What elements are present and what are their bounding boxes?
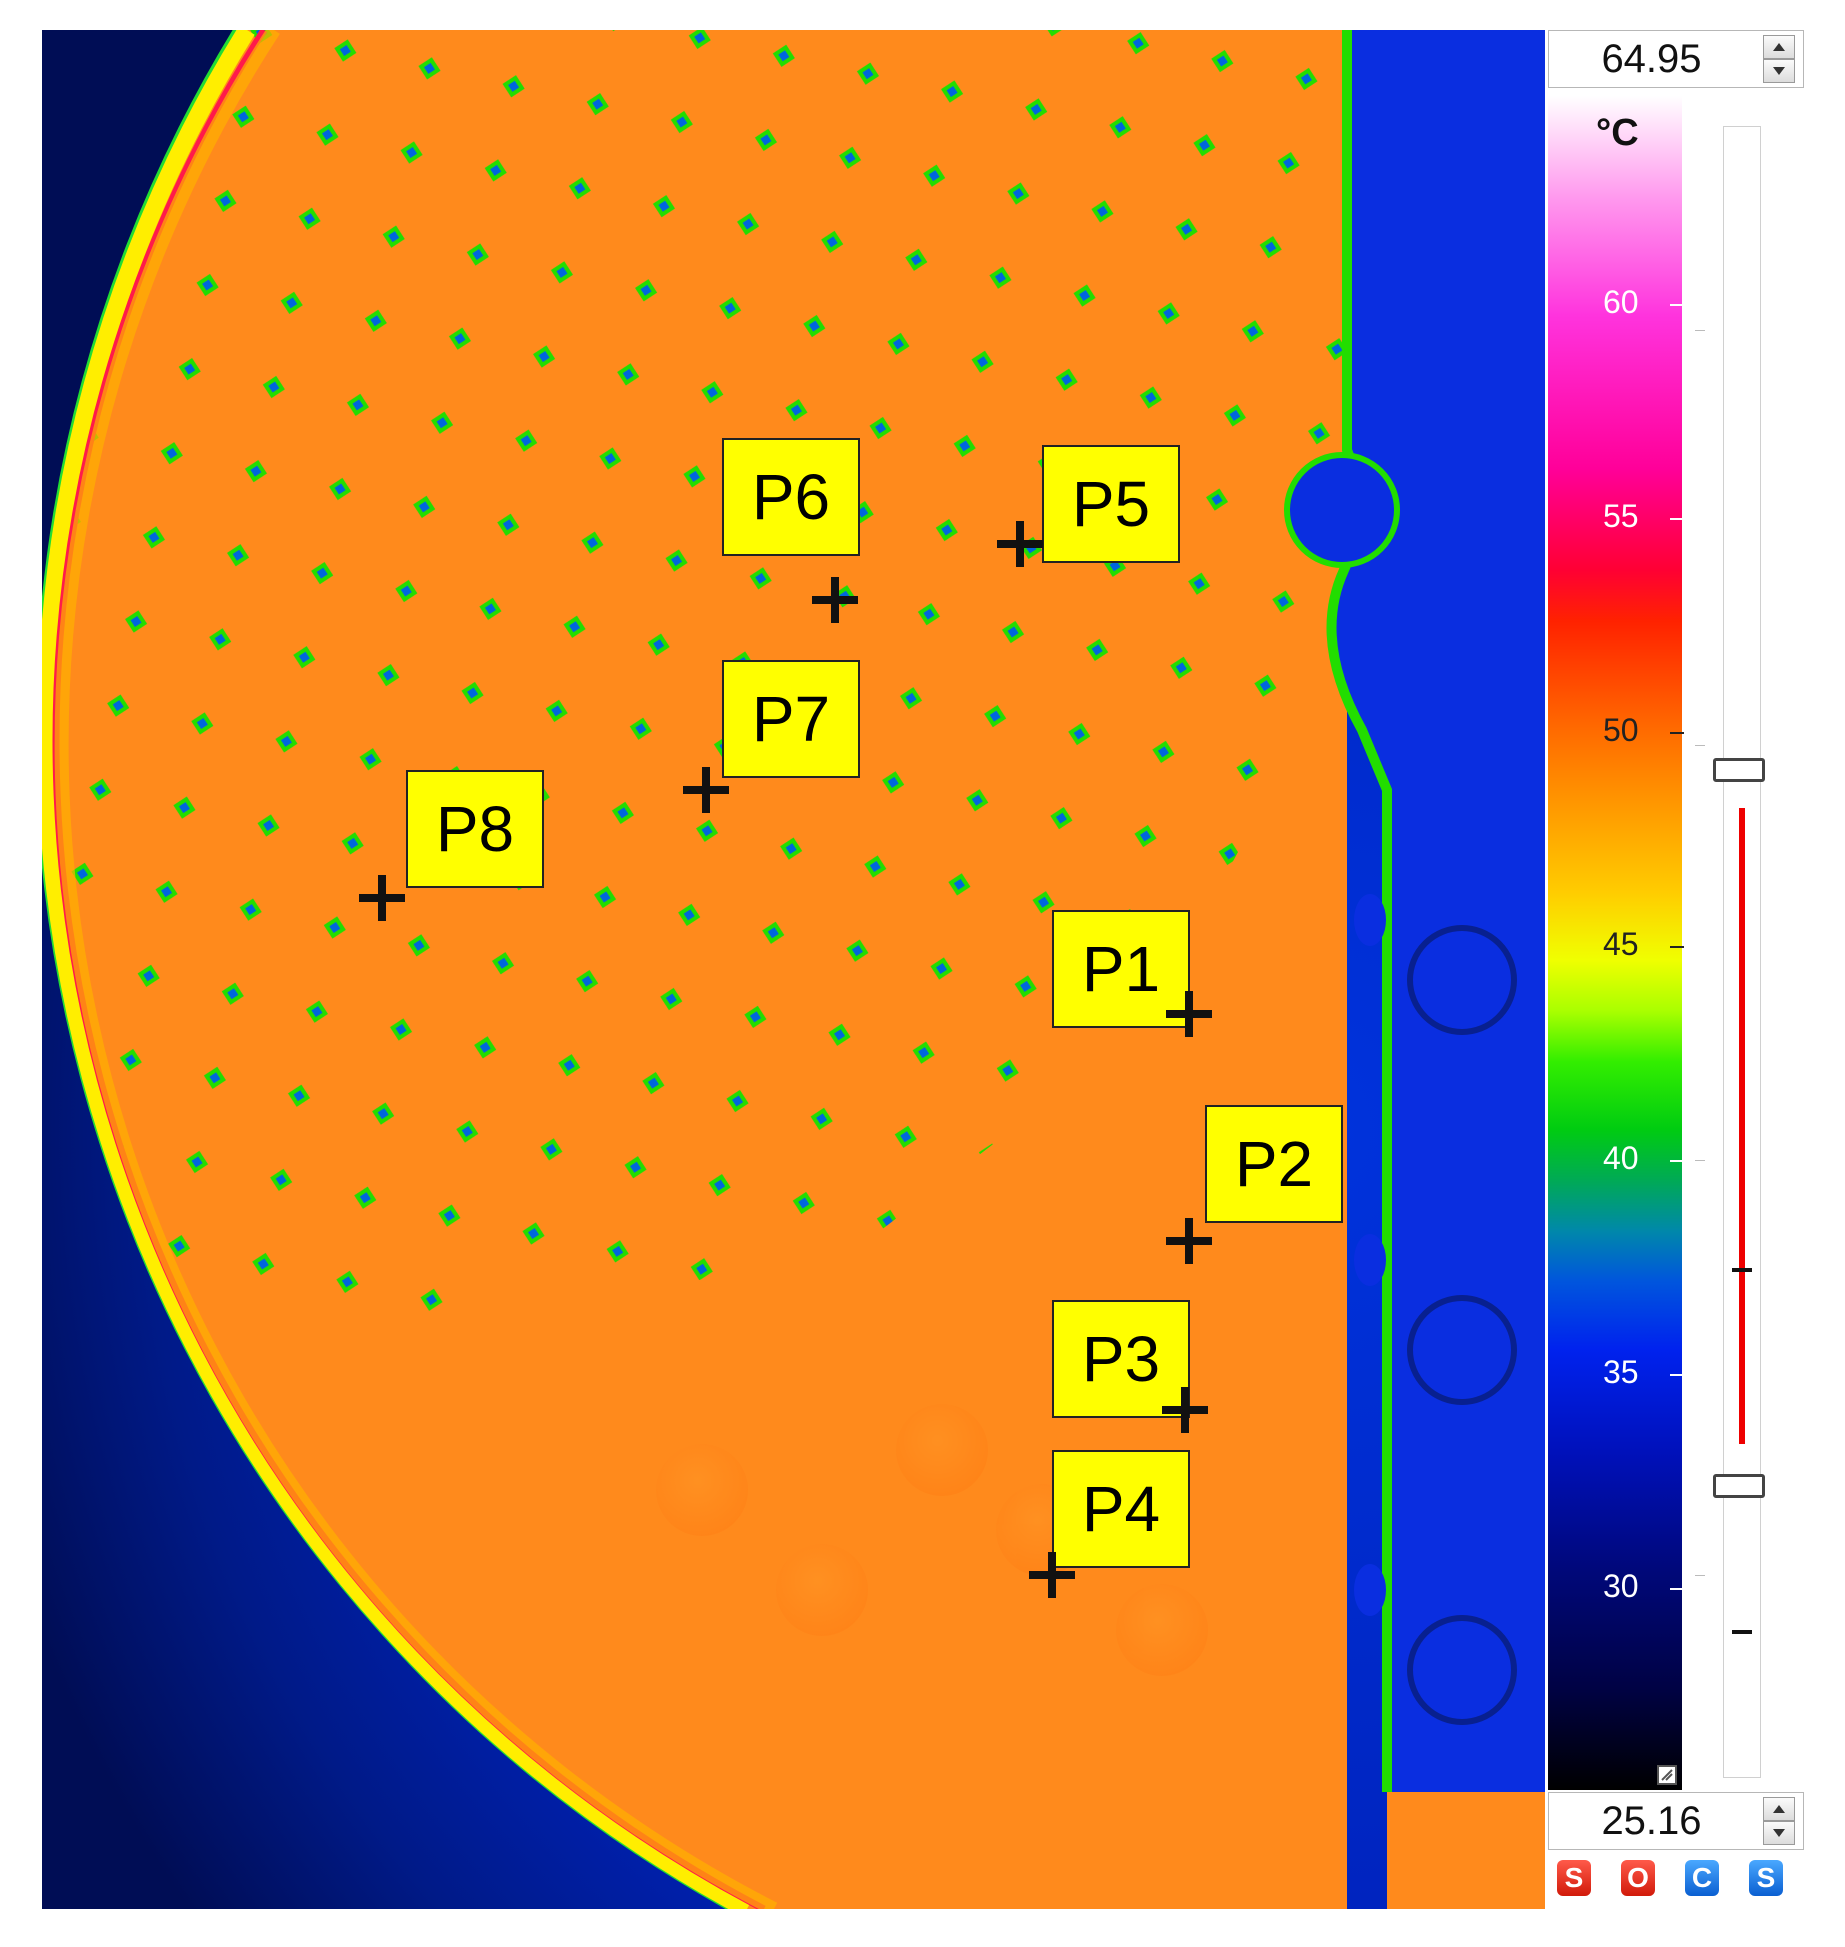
max-increment-button[interactable] — [1763, 35, 1795, 59]
mode-button-c-blue[interactable]: C — [1685, 1860, 1719, 1896]
tick-mark-35 — [1670, 1374, 1684, 1376]
temperature-scale-panel: 64.95 °C 60 55 50 45 40 35 30 — [1545, 30, 1807, 1909]
arrow-down-icon — [1773, 67, 1785, 75]
crosshair-p5-icon[interactable] — [997, 521, 1043, 567]
marker-label-p2[interactable]: P2 — [1205, 1105, 1343, 1223]
marker-label-p6[interactable]: P6 — [722, 438, 860, 556]
upper-range-handle[interactable] — [1713, 758, 1765, 782]
crosshair-p4-icon[interactable] — [1029, 1552, 1075, 1598]
tick-label-55: 55 — [1603, 498, 1639, 534]
mode-button-o-red[interactable]: O — [1621, 1860, 1655, 1896]
marker-label-p5[interactable]: P5 — [1042, 445, 1180, 563]
tick-mark-50 — [1670, 732, 1684, 734]
range-marker — [1732, 1268, 1752, 1272]
marker-label-p1[interactable]: P1 — [1052, 910, 1190, 1028]
min-temperature-value: 25.16 — [1601, 1799, 1702, 1843]
tick-label-35: 35 — [1603, 1354, 1639, 1390]
marker-label-p7[interactable]: P7 — [722, 660, 860, 778]
tick-mark-55 — [1670, 518, 1684, 520]
tick-mark-60 — [1670, 304, 1684, 306]
arrow-down-icon — [1773, 1829, 1785, 1837]
min-decrement-button[interactable] — [1763, 1821, 1795, 1845]
arrow-up-icon — [1773, 1805, 1785, 1813]
marker-label-p3[interactable]: P3 — [1052, 1300, 1190, 1418]
crosshair-p1-icon[interactable] — [1166, 991, 1212, 1037]
tick-mark-40 — [1670, 1160, 1684, 1162]
max-decrement-button[interactable] — [1763, 59, 1795, 83]
max-temperature-field[interactable]: 64.95 — [1548, 30, 1804, 88]
min-temperature-field[interactable]: 25.16 — [1548, 1792, 1804, 1850]
range-marker — [1732, 1630, 1752, 1634]
marker-label-p4[interactable]: P4 — [1052, 1450, 1190, 1568]
color-scale-bar: °C 60 55 50 45 40 35 30 — [1548, 96, 1684, 1790]
scale-dot — [1695, 1575, 1705, 1576]
tick-label-30: 30 — [1603, 1568, 1639, 1604]
crosshair-p8-icon[interactable] — [359, 875, 405, 921]
tick-label-60: 60 — [1603, 284, 1639, 320]
scale-dot — [1695, 745, 1705, 746]
unit-label: °C — [1596, 112, 1639, 154]
range-slider-fill — [1739, 808, 1745, 1444]
thermal-image-canvas — [42, 30, 1545, 1909]
tick-label-50: 50 — [1603, 712, 1639, 748]
tick-mark-45 — [1670, 946, 1684, 948]
crosshair-p3-icon[interactable] — [1162, 1387, 1208, 1433]
lower-range-handle[interactable] — [1713, 1474, 1765, 1498]
marker-label-p8[interactable]: P8 — [406, 770, 544, 888]
arrow-up-icon — [1773, 43, 1785, 51]
mode-button-s-red[interactable]: S — [1557, 1860, 1591, 1896]
min-increment-button[interactable] — [1763, 1797, 1795, 1821]
mode-button-s-blue[interactable]: S — [1749, 1860, 1783, 1896]
resize-corner-icon[interactable] — [1656, 1764, 1678, 1786]
scale-dot — [1695, 1160, 1705, 1161]
tick-label-40: 40 — [1603, 1140, 1639, 1176]
crosshair-p6-icon[interactable] — [812, 577, 858, 623]
tick-mark-30 — [1670, 1588, 1684, 1590]
max-temperature-value: 64.95 — [1601, 37, 1702, 81]
crosshair-p2-icon[interactable] — [1166, 1218, 1212, 1264]
tick-label-45: 45 — [1603, 926, 1639, 962]
scale-dot — [1695, 330, 1705, 331]
crosshair-p7-icon[interactable] — [683, 767, 729, 813]
thermal-image[interactable]: P1 P2 P3 P4 P5 P6 P7 P8 — [42, 30, 1545, 1909]
